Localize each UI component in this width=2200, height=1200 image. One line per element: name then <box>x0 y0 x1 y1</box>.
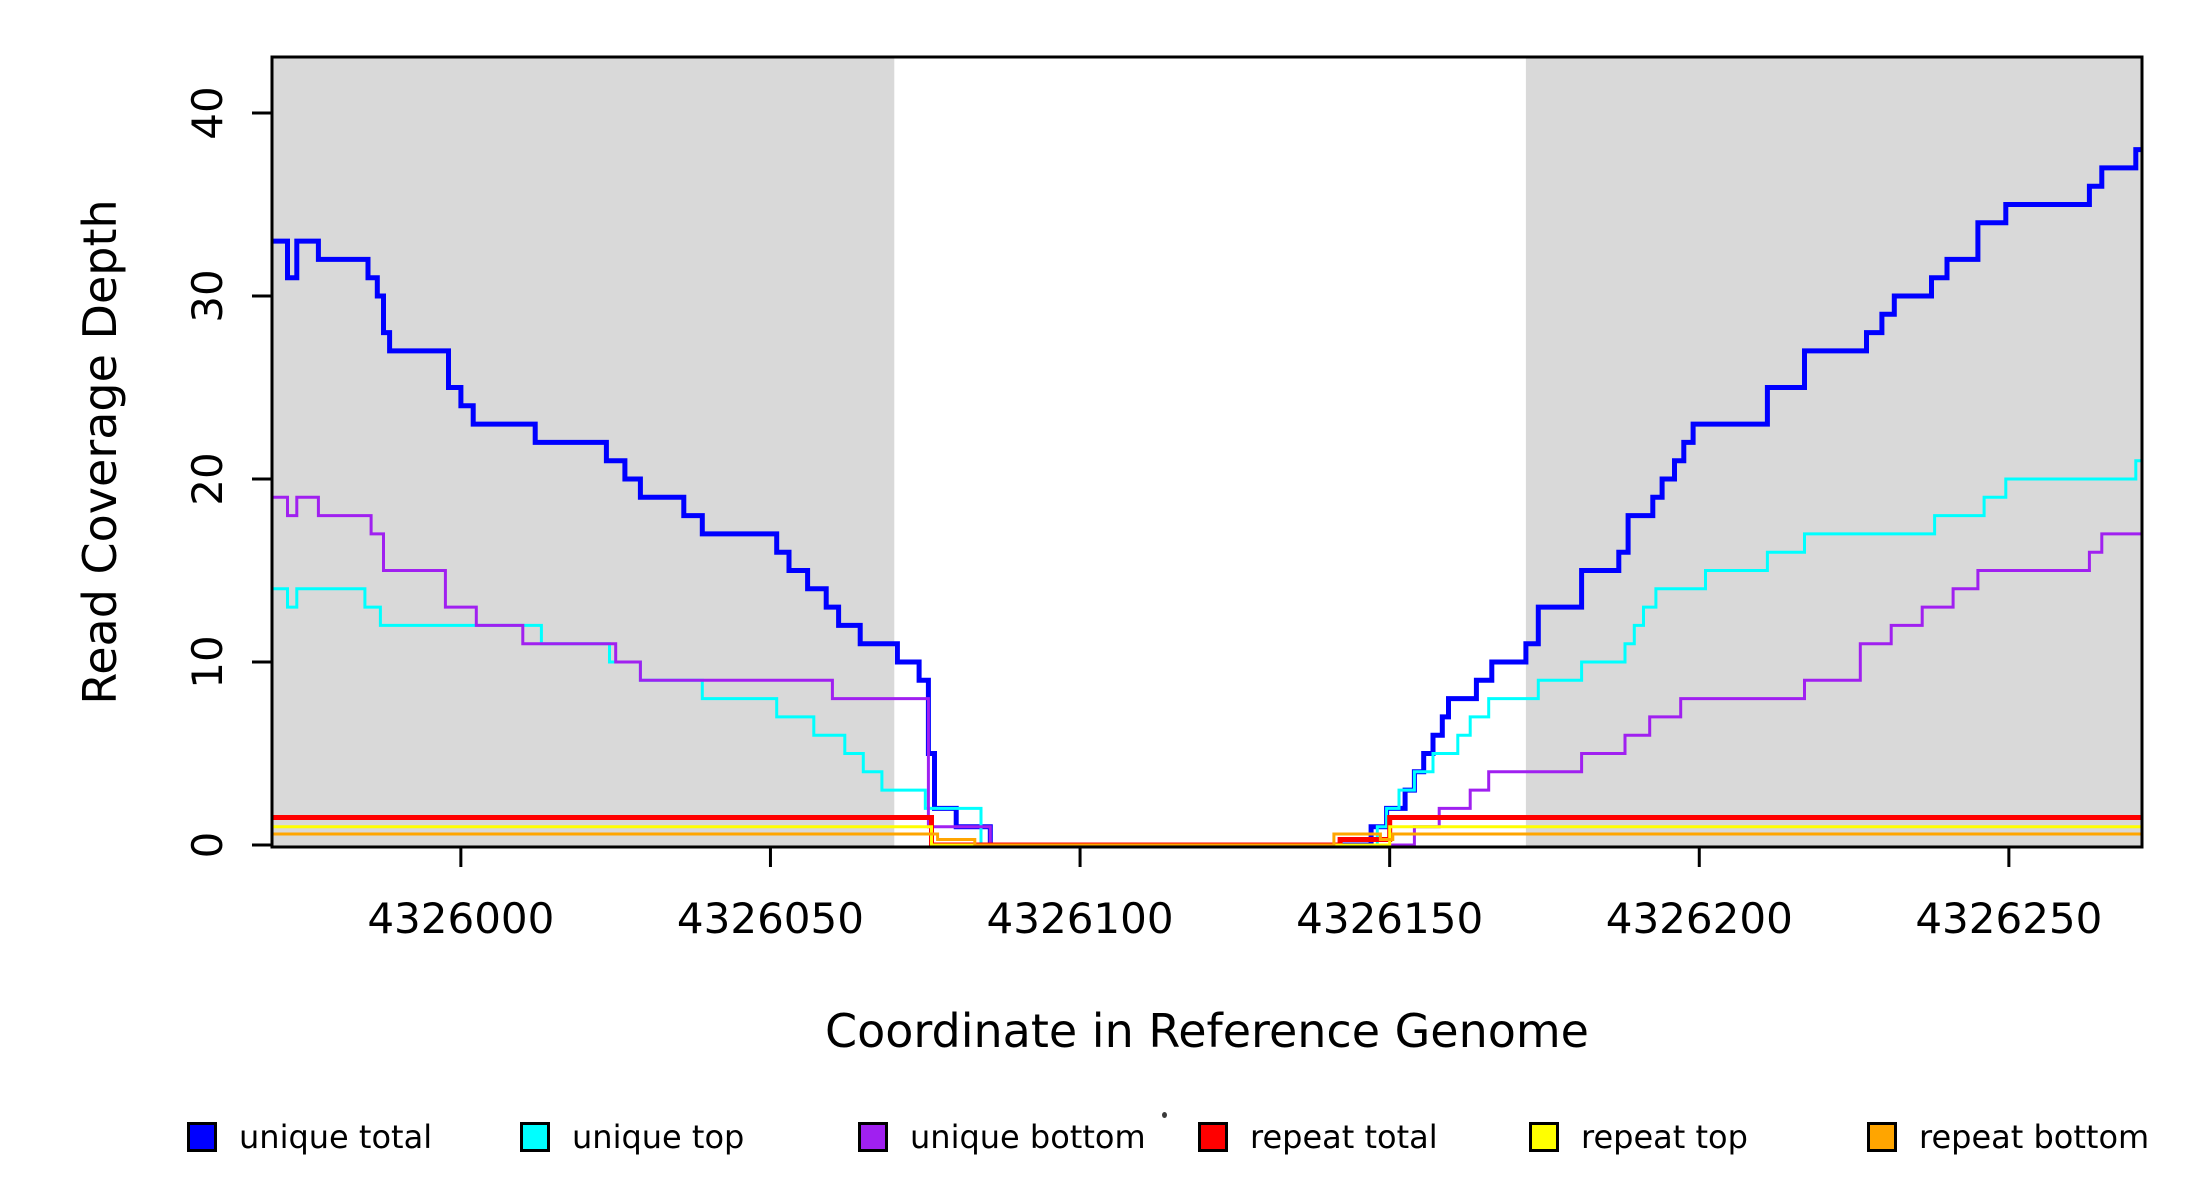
unique-top-swatch-icon <box>520 1122 550 1152</box>
series-repeat-total <box>272 815 2142 848</box>
legend-item-repeat-total: repeat total <box>1198 1118 1438 1156</box>
repeat-bottom-swatch-icon <box>1867 1122 1897 1152</box>
y-tick-label: 0 <box>183 831 232 859</box>
x-tick-label: 4326250 <box>1915 894 2103 943</box>
legend-item-unique-total: unique total <box>187 1118 433 1156</box>
legend-item-unique-bottom: unique bottom <box>858 1118 1146 1156</box>
legend-label: unique total <box>239 1118 433 1156</box>
y-tick-label: 10 <box>183 635 232 689</box>
x-tick-label: 4326050 <box>676 894 864 943</box>
shaded-region <box>1525 58 2142 846</box>
x-tick-label: 4326150 <box>1296 894 1484 943</box>
unique-bottom-swatch-icon <box>858 1122 888 1152</box>
y-axis-title: Read Coverage Depth <box>73 199 127 705</box>
legend-label: repeat total <box>1250 1118 1438 1156</box>
legend-item-repeat-bottom: repeat bottom <box>1867 1118 2150 1156</box>
y-tick-label: 30 <box>183 269 232 323</box>
x-axis-title: Coordinate in Reference Genome <box>825 1004 1589 1058</box>
stray-mark <box>1162 1112 1167 1118</box>
unique-total-swatch-icon <box>187 1122 217 1152</box>
repeat-total-swatch-icon <box>1198 1122 1228 1152</box>
repeat-top-swatch-icon <box>1529 1122 1559 1152</box>
legend-item-repeat-top: repeat top <box>1529 1118 1748 1156</box>
series-repeat-bottom <box>272 832 2142 847</box>
legend-item-unique-top: unique top <box>520 1118 745 1156</box>
x-tick-label: 4326000 <box>367 894 555 943</box>
y-tick-label: 40 <box>183 86 232 140</box>
x-tick-label: 4326100 <box>986 894 1174 943</box>
legend-label: repeat top <box>1581 1118 1748 1156</box>
legend-label: unique top <box>572 1118 745 1156</box>
legend-label: unique bottom <box>910 1118 1146 1156</box>
shaded-region <box>272 58 895 846</box>
plot-box <box>270 55 2144 849</box>
legend-label: repeat bottom <box>1919 1118 2150 1156</box>
legend: unique total unique top unique bottom re… <box>0 1118 2200 1156</box>
x-tick-label: 4326200 <box>1605 894 1793 943</box>
y-tick-label: 20 <box>183 452 232 506</box>
